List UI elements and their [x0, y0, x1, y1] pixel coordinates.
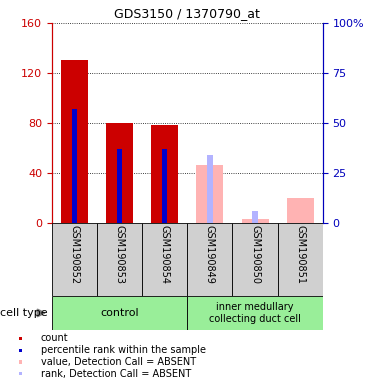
Bar [19, 360, 22, 364]
Bar [52, 296, 187, 330]
Bar [187, 223, 233, 296]
Text: rank, Detection Call = ABSENT: rank, Detection Call = ABSENT [41, 369, 191, 379]
Bar [207, 155, 213, 223]
Bar [187, 296, 323, 330]
Bar [72, 109, 77, 223]
Bar [52, 223, 97, 296]
Bar [106, 123, 133, 223]
Text: GSM190851: GSM190851 [295, 225, 305, 284]
Bar [19, 372, 22, 376]
Title: GDS3150 / 1370790_at: GDS3150 / 1370790_at [114, 7, 260, 20]
Text: inner medullary
collecting duct cell: inner medullary collecting duct cell [209, 302, 301, 324]
Text: GSM190850: GSM190850 [250, 225, 260, 284]
Text: GSM190849: GSM190849 [205, 225, 215, 284]
Bar [233, 223, 278, 296]
Text: percentile rank within the sample: percentile rank within the sample [41, 345, 206, 355]
Bar [142, 223, 187, 296]
Bar [162, 149, 167, 223]
Bar [252, 211, 258, 223]
Bar [117, 149, 122, 223]
Text: count: count [41, 333, 68, 343]
Text: control: control [100, 308, 139, 318]
Bar [278, 223, 323, 296]
Bar [242, 219, 269, 223]
Bar [97, 223, 142, 296]
Bar [61, 61, 88, 223]
Bar [19, 337, 22, 340]
Text: cell type: cell type [0, 308, 47, 318]
Text: value, Detection Call = ABSENT: value, Detection Call = ABSENT [41, 357, 196, 367]
Bar [19, 349, 22, 352]
Bar [151, 125, 178, 223]
Text: GSM190854: GSM190854 [160, 225, 170, 284]
Bar [287, 198, 314, 223]
Bar [196, 166, 223, 223]
Text: GSM190852: GSM190852 [69, 225, 79, 284]
Text: GSM190853: GSM190853 [115, 225, 125, 284]
